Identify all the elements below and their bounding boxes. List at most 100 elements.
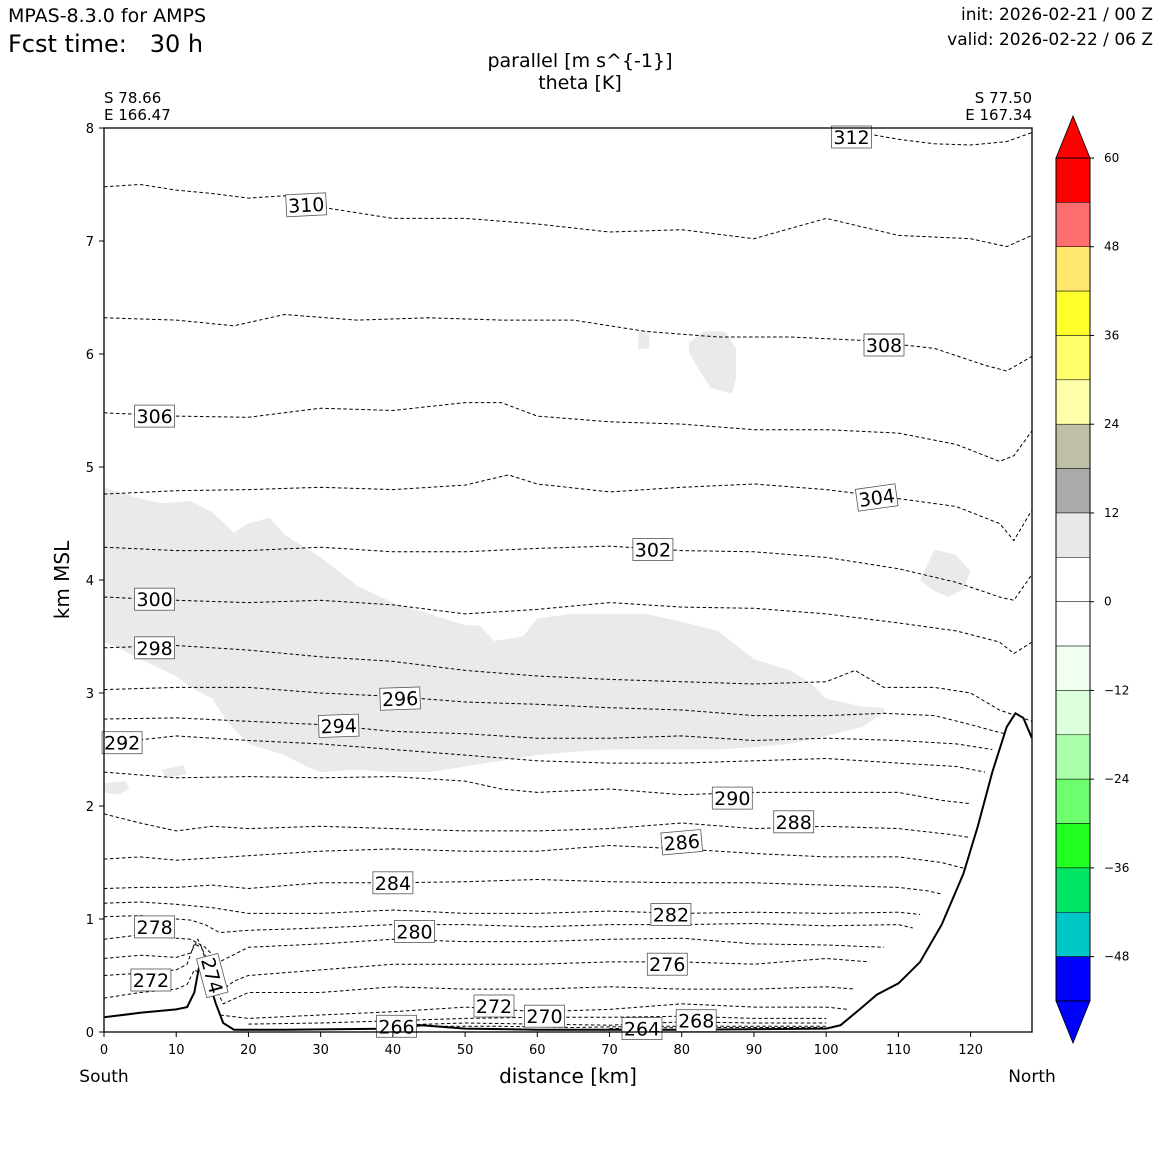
theta-contour-310 — [104, 183, 1032, 248]
contour-label-box — [650, 903, 692, 926]
x-tick-label: 120 — [958, 1043, 983, 1058]
contour-label-310: 310 — [285, 192, 328, 218]
colorbar-tick-label: 48 — [1104, 240, 1119, 254]
contour-label-276: 276 — [646, 952, 688, 976]
contour-label-box — [196, 952, 229, 999]
colorbar-tick-label: 60 — [1104, 151, 1119, 165]
colorbar-band — [1055, 557, 1091, 602]
contour-label-286: 286 — [660, 829, 704, 856]
colorbar-band — [1055, 202, 1091, 247]
contour-label-box — [317, 713, 360, 738]
theta-contour-294 — [104, 717, 993, 750]
contour-label-box — [379, 686, 421, 711]
contour-label-300: 300 — [134, 587, 176, 611]
x-axis-label: distance [km] — [499, 1064, 637, 1088]
x-tick-label: 10 — [168, 1043, 185, 1058]
contour-label-text: 292 — [104, 733, 140, 755]
theta-contour-288 — [104, 813, 971, 839]
contour-label-text: 296 — [382, 688, 419, 711]
wind-fill-layer — [104, 331, 971, 795]
y-axis: 0 1 2 3 4 5 6 7 8 — [86, 122, 104, 1041]
contour-label-box — [394, 920, 435, 943]
contour-label-box — [130, 968, 172, 992]
x-tick-label: 20 — [240, 1043, 257, 1058]
theta-contour-308 — [104, 313, 1032, 372]
chart-title-line2: theta [K] — [538, 72, 622, 94]
theta-contour-284 — [104, 878, 942, 895]
contour-label-308: 308 — [863, 333, 905, 357]
contour-label-298: 298 — [134, 636, 176, 660]
x-tick-label: 0 — [100, 1043, 108, 1058]
contour-label-box — [285, 192, 328, 218]
colorbar-tick-label: −48 — [1104, 950, 1129, 964]
contour-label-268: 268 — [675, 1009, 717, 1033]
contour-label-text: 268 — [678, 1011, 714, 1033]
contour-label-text: 276 — [649, 954, 685, 976]
wind-fill-region-0 — [104, 487, 884, 773]
theta-contour-290 — [104, 771, 971, 805]
x-tick-label: 80 — [673, 1043, 690, 1058]
contour-label-text: 298 — [136, 638, 172, 660]
colorbar-band — [1055, 157, 1091, 203]
contour-label-294: 294 — [317, 713, 360, 738]
theta-contour-layer — [104, 128, 1032, 1030]
contour-label-text: 312 — [833, 127, 869, 149]
theta-contour-296 — [104, 686, 1032, 739]
contour-label-290: 290 — [711, 786, 753, 810]
right-point-lon: E 167.34 — [965, 106, 1032, 124]
contour-label-282: 282 — [650, 903, 692, 927]
contour-label-text: 294 — [320, 715, 357, 738]
contour-label-296: 296 — [379, 686, 421, 711]
colorbar-tick-label: 0 — [1104, 595, 1112, 609]
contour-label-270: 270 — [524, 1004, 565, 1028]
wind-fill-region-5 — [920, 549, 971, 597]
contour-label-box — [863, 333, 905, 357]
contour-label-306: 306 — [134, 404, 176, 428]
colorbar-tick-label: 36 — [1104, 328, 1119, 342]
colorbar-frame — [1055, 157, 1091, 1002]
y-tick-label: 2 — [86, 800, 94, 815]
colorbar-tick-label: −36 — [1104, 861, 1129, 875]
colorbar-band — [1055, 246, 1091, 292]
chart-title-line1: parallel [m s^{-1}] — [487, 50, 672, 72]
colorbar-band — [1055, 645, 1091, 691]
colorbar-band — [1055, 956, 1091, 1002]
colorbar-band — [1055, 690, 1091, 736]
contour-label-text: 278 — [136, 917, 172, 939]
theta-contour-304 — [104, 474, 1032, 542]
contour-label-text: 306 — [136, 406, 172, 428]
colorbar: 60 48 36 24 12 0 −12 −24 −36 −48 — [1055, 114, 1129, 1045]
contour-label-text: 304 — [857, 485, 896, 512]
theta-contour-286 — [104, 844, 964, 869]
contour-label-box — [646, 952, 688, 976]
contour-label-box — [134, 915, 176, 939]
colorbar-band — [1055, 912, 1091, 957]
init-time: init: 2026-02-21 / 00 Z — [960, 5, 1153, 25]
contour-label-text: 280 — [396, 921, 432, 943]
colorbar-band — [1055, 335, 1091, 381]
contour-label-box — [773, 810, 815, 834]
contour-label-text: 264 — [624, 1019, 660, 1041]
contour-label-text: 308 — [866, 335, 902, 357]
contour-label-292: 292 — [101, 731, 143, 755]
contour-label-box — [134, 636, 176, 660]
wind-fill-region-2 — [161, 765, 188, 778]
theta-contour-298 — [104, 644, 1032, 722]
contour-label-302: 302 — [632, 538, 674, 562]
contour-label-272: 272 — [473, 994, 515, 1018]
model-name: MPAS-8.3.0 for AMPS — [8, 5, 207, 27]
contour-label-304: 304 — [854, 483, 899, 512]
contour-label-272: 272 — [130, 968, 172, 992]
contour-label-box — [711, 786, 753, 810]
colorbar-band — [1055, 601, 1091, 647]
left-point-lat: S 78.66 — [104, 89, 161, 107]
contour-label-text: 300 — [136, 589, 172, 611]
y-tick-label: 3 — [86, 687, 94, 702]
theta-contour-274 — [104, 943, 856, 1005]
y-tick-label: 4 — [86, 574, 94, 589]
right-point-lat: S 77.50 — [975, 89, 1032, 107]
theta-contour-280 — [104, 915, 913, 934]
contour-label-layer: 312 310 308 306 304 302 300 298 296 294 292 290 288 2… — [101, 125, 905, 1041]
colorbar-over-arrow — [1055, 114, 1091, 159]
x-tick-label: 70 — [601, 1043, 618, 1058]
